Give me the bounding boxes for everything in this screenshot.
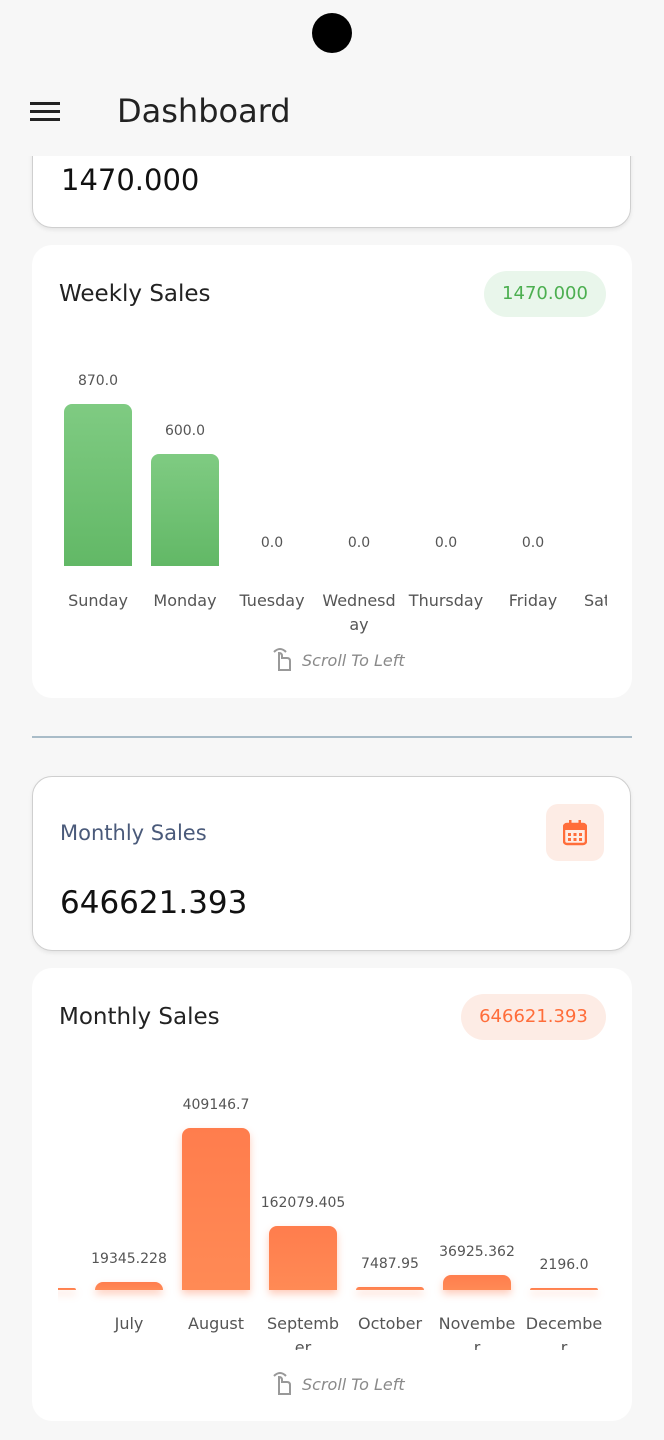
value-label: 0.0 <box>260 535 284 551</box>
bar <box>95 1282 163 1290</box>
bar <box>151 454 219 566</box>
app-bar: Dashboard <box>0 0 664 156</box>
x-tick-label: Thursday <box>408 591 484 610</box>
x-tick-label: Tuesday <box>239 591 305 610</box>
x-tick-label: Monday <box>153 591 217 610</box>
swipe-icon <box>273 648 291 671</box>
value-label: 600.0 <box>164 423 206 440</box>
monthly-summary-card: Monthly Sales 646621.393 <box>32 776 631 951</box>
calendar-button[interactable] <box>546 804 604 861</box>
total-badge: 646621.393 <box>461 994 606 1040</box>
scroll-hint: Scroll To Left <box>302 651 405 670</box>
scroll-hint: Scroll To Left <box>302 1375 405 1394</box>
x-tick-label: Wednesday <box>322 591 396 634</box>
x-tick-label: Saturday <box>583 591 607 610</box>
x-tick-label: July <box>114 1314 144 1333</box>
bar <box>64 404 132 566</box>
bar <box>182 1128 250 1290</box>
value-label: 870.0 <box>77 373 119 389</box>
value-label: 0.0 <box>521 535 545 551</box>
calendar-icon <box>563 820 587 846</box>
value-label: 162079.405 <box>260 1194 346 1211</box>
value-label: 36925.362 <box>439 1244 515 1261</box>
card-value: 646621.393 <box>60 885 248 921</box>
chart-area: 870.0 Sunday 600.0 Monday 0.0 Tuesday 0.0 Wedne… <box>33 340 607 640</box>
page-title: Dashboard <box>117 92 291 130</box>
x-tick-label: December <box>525 1314 603 1350</box>
bar <box>58 1288 76 1290</box>
value-label: 0.0 <box>347 535 371 551</box>
monthly-card: Monthly Sales 646621.393 <box>32 968 632 1421</box>
value-label: 0.0 <box>434 535 458 551</box>
weekly-card: Weekly Sales 1470.000 <box>32 245 632 698</box>
value-label: 0.0 <box>575 535 607 551</box>
bar <box>269 1225 337 1290</box>
summary-value: 1470.000 <box>61 163 200 197</box>
bar <box>530 1288 598 1290</box>
camera <box>312 13 352 53</box>
total-badge: 1470.000 <box>484 271 606 317</box>
value-label: 19345.228 <box>91 1251 167 1268</box>
chart-area: 2419345.228 July 409146.7 August 162079.405 S… <box>58 1080 606 1350</box>
chart-title: Monthly Sales <box>59 1004 220 1030</box>
x-tick-label: Sunday <box>68 591 128 610</box>
x-tick-label: October <box>357 1314 423 1333</box>
bar <box>356 1287 424 1290</box>
x-tick-label: November <box>438 1314 516 1350</box>
x-tick-label: Friday <box>508 591 558 610</box>
swipe-icon <box>273 1372 291 1395</box>
value-label: 24 <box>58 1257 87 1273</box>
value-label: 2196.0 <box>539 1257 589 1273</box>
value-label: 409146.7 <box>182 1097 250 1113</box>
menu-button[interactable] <box>30 100 62 124</box>
x-tick-label: September <box>266 1314 339 1350</box>
value-label: 7487.95 <box>361 1256 419 1273</box>
divider <box>32 736 632 738</box>
x-tick-label: August <box>188 1314 244 1333</box>
card-label: Monthly Sales <box>60 821 207 845</box>
bar <box>443 1275 511 1290</box>
chart-title: Weekly Sales <box>59 281 211 307</box>
